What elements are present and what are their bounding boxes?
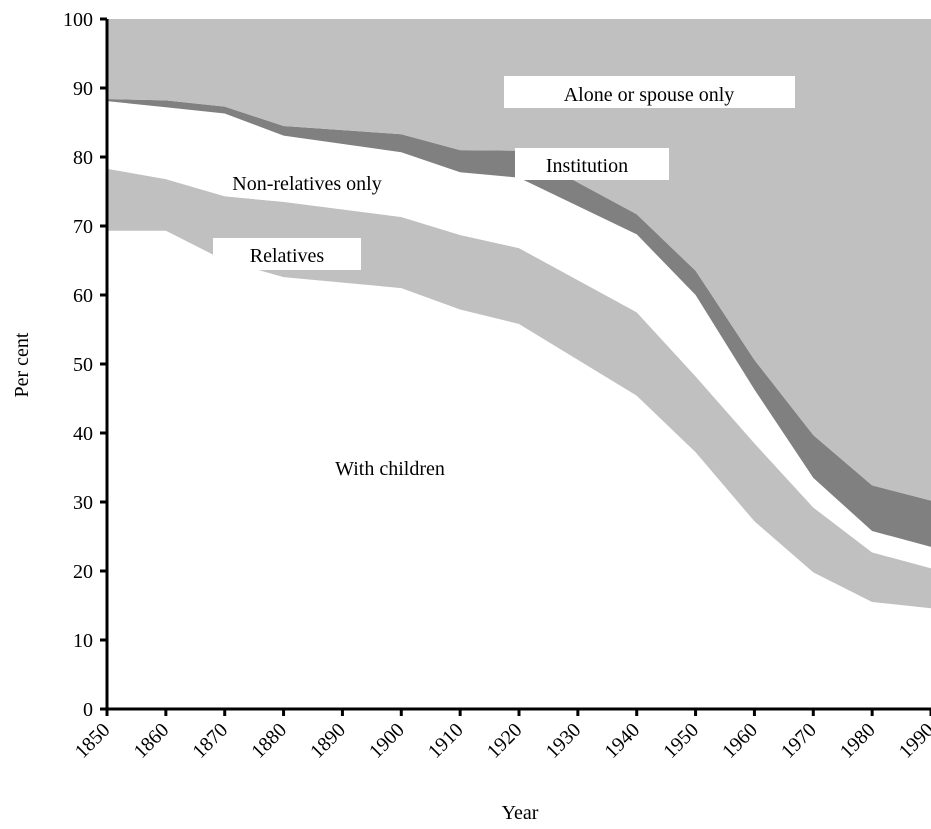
y-tick-label: 20	[73, 561, 93, 583]
label-institution: Institution	[546, 155, 628, 177]
area-alone-or-spouse-only	[107, 19, 931, 501]
y-tick-label: 80	[73, 147, 93, 169]
area-non-relatives-only	[107, 101, 931, 569]
y-tick-label: 50	[73, 354, 93, 376]
x-tick-label: 1920	[483, 719, 527, 763]
y-tick-label: 60	[73, 285, 93, 307]
x-tick-label: 1860	[130, 719, 174, 763]
x-tick-label: 1910	[424, 719, 468, 763]
y-tick-label: 70	[73, 216, 93, 238]
chart-areas	[107, 19, 931, 710]
label-relatives: Relatives	[250, 245, 325, 267]
y-axis-title: Per cent	[11, 332, 33, 397]
area-with-children	[107, 230, 931, 710]
label-non-relatives: Non-relatives only	[232, 173, 381, 195]
y-tick-label: 90	[73, 78, 93, 100]
y-tick-label: 0	[83, 699, 93, 721]
x-tick-label: 1950	[659, 719, 703, 763]
x-axis-title: Year	[502, 802, 539, 824]
x-tick-label: 1890	[306, 719, 350, 763]
label-with-children: With children	[335, 458, 445, 480]
y-tick-label: 10	[73, 630, 93, 652]
area-relatives	[107, 168, 931, 609]
y-tick-label: 100	[63, 9, 93, 31]
y-tick-label: 30	[73, 492, 93, 514]
x-tick-label: 1870	[188, 719, 232, 763]
area-institution	[107, 99, 931, 547]
x-tick-label: 1850	[71, 719, 115, 763]
label-box-alone	[504, 76, 795, 108]
y-tick-label: 40	[73, 423, 93, 445]
x-tick-label: 1960	[718, 719, 762, 763]
x-tick-label: 1940	[600, 719, 644, 763]
label-alone: Alone or spouse only	[564, 84, 735, 106]
area-labels: Alone or spouse only Institution Non-rel…	[213, 76, 795, 480]
x-tick-label: 1900	[365, 719, 409, 763]
label-box-relatives	[213, 238, 361, 270]
x-tick-label: 1980	[836, 719, 880, 763]
x-tick-label: 1970	[777, 719, 821, 763]
x-tick-label: 1930	[542, 719, 586, 763]
x-tick-label: 1990	[895, 719, 931, 763]
x-tick-label: 1880	[247, 719, 291, 763]
label-box-institution	[515, 148, 669, 180]
